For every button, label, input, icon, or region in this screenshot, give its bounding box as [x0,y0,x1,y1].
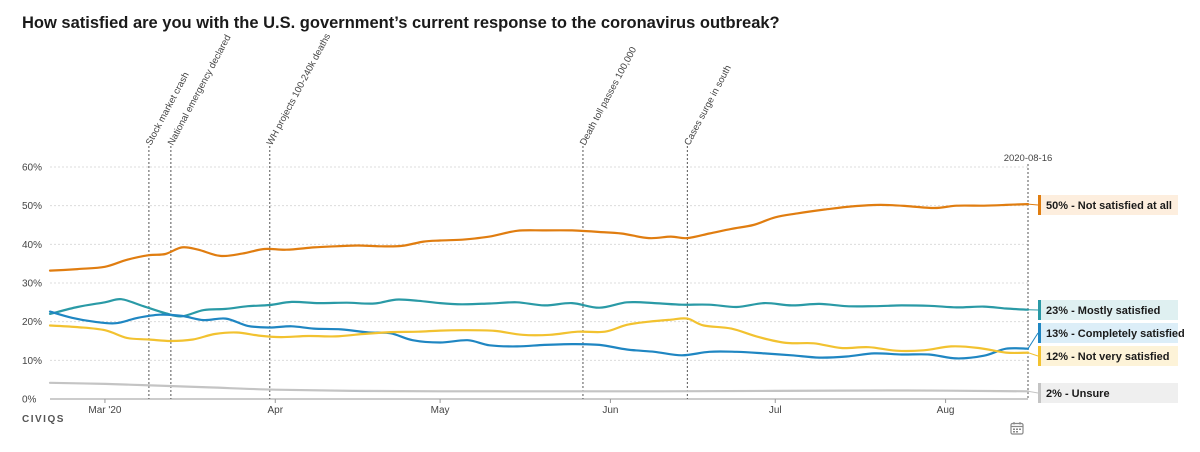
series-line-mostly-satisfied[interactable] [48,298,1030,318]
legend-label-completely-satisfied: 13% - Completely satisfied [1046,328,1185,340]
gridlines [50,166,1028,400]
y-tick-label: 40% [22,240,42,251]
chart-title: How satisfied are you with the U.S. gove… [22,14,780,32]
legend-label-not-very-satisfied: 12% - Not very satisfied [1046,351,1170,363]
legend-box-not-very-satisfied [1038,346,1178,366]
y-tick-label: 60% [22,163,42,174]
legend: 50% - Not satisfied at all 23% - Mostly s… [1027,195,1185,403]
series-line-not-very-satisfied[interactable] [48,317,1030,355]
x-tick-label: Aug [937,405,955,416]
series-line-completely-satisfied[interactable] [48,310,1030,360]
legend-box-unsure [1038,383,1178,403]
civiqs-logo[interactable]: CIVIQS [22,414,65,425]
legend-swatch-not-very-satisfied [1038,346,1041,366]
legend-box-not-satisfied-at-all [1038,195,1178,215]
legend-box-completely-satisfied [1038,323,1178,343]
event-label-wh-projects-100-240k-deaths: WH projects 100-240k deaths [265,32,334,148]
series-line-unsure[interactable] [48,381,1030,393]
event-label-cases-surge-in-south: Cases surge in south [682,63,734,147]
legend-leader-not-very-satisfied [1027,352,1039,357]
y-tick-label: 50% [22,201,42,212]
legend-box-mostly-satisfied [1038,300,1178,320]
current-date-label: 2020-08-16 [1004,153,1053,164]
y-tick-label: 30% [22,279,42,290]
x-tick-label: May [431,405,450,416]
event-label-death-toll-passes-100-000: Death toll passes 100,000 [578,45,639,147]
legend-leader-unsure [1027,390,1039,394]
legend-swatch-completely-satisfied [1038,323,1041,343]
x-tick-label: Jun [602,405,618,416]
legend-leader-completely-satisfied [1027,332,1039,349]
y-tick-label: 0% [22,395,37,406]
legend-label-not-satisfied-at-all: 50% - Not satisfied at all [1046,200,1172,212]
axis-labels: 0% 10% 20% 30% 40% 50% 60% Mar '20 Apr May Jun Jul A… [22,163,954,417]
x-tick-label: Apr [267,405,283,416]
series-line-not-satisfied-at-all[interactable] [48,203,1030,272]
legend-leader-not-satisfied-at-all [1027,203,1039,206]
y-tick-label: 10% [22,356,42,367]
series-lines [48,203,1030,393]
x-tick-label: Jul [769,405,782,416]
y-tick-label: 20% [22,317,42,328]
legend-swatch-mostly-satisfied [1038,300,1041,320]
calendar-icon[interactable] [1010,421,1024,435]
legend-label-unsure: 2% - Unsure [1046,388,1110,400]
legend-swatch-not-satisfied-at-all [1038,195,1041,215]
legend-label-mostly-satisfied: 23% - Mostly satisfied [1046,305,1160,317]
legend-swatch-unsure [1038,383,1041,403]
x-tick-label: Mar '20 [88,405,121,416]
